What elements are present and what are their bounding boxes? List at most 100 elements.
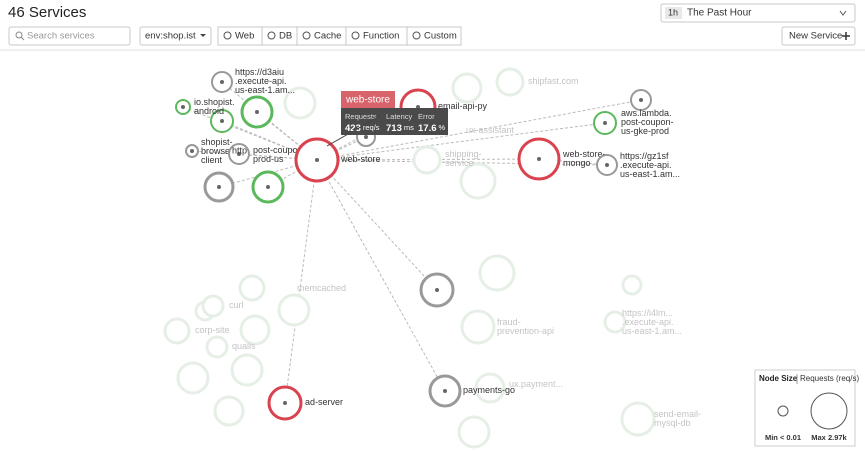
node-tag: http	[232, 145, 247, 155]
label-line: email-api-py	[438, 101, 488, 111]
node-icon	[537, 157, 541, 161]
filter-group: Web DB Cache Function Custom	[217, 26, 462, 46]
caret	[839, 10, 847, 16]
node-label: https://d3aiu .execute-api. us-east-1.am..…	[235, 67, 295, 95]
legend-metric: Requests (req/s)	[800, 374, 859, 383]
label-line: payments-go	[463, 385, 515, 395]
filter-icon	[302, 31, 311, 40]
label-line: mongo	[563, 158, 591, 168]
faded-node	[230, 353, 264, 387]
faded-node-label: fraud-prevention-api	[497, 317, 554, 336]
search-icon	[20, 36, 25, 41]
label-line: mysql-db	[654, 418, 691, 428]
faded-node	[603, 310, 627, 334]
time-picker[interactable]	[660, 3, 856, 23]
node-label: post-coupon-prod-us	[253, 145, 306, 164]
node-label: shopist-browser-client	[201, 137, 236, 165]
metric-unit: %	[439, 123, 446, 132]
faded-node	[239, 314, 271, 346]
faded-node-label: shipping-service	[445, 149, 482, 168]
label-line: web-store-	[562, 149, 606, 159]
label-line: shipfast.com	[528, 76, 579, 86]
filter-icon	[267, 31, 276, 40]
label-line: io.shopist.	[194, 97, 235, 107]
label-line: aws.lambda.	[621, 108, 672, 118]
faded-node	[620, 401, 656, 437]
metric-name: Error	[418, 112, 435, 121]
label-line: memcached	[297, 283, 346, 293]
edge	[316, 122, 606, 161]
faded-node-label: ux-assistant	[466, 125, 515, 135]
filter-label: Cache	[314, 31, 341, 42]
label-line: post-coupon-	[621, 117, 674, 127]
label-line: https://i4lm...	[622, 308, 673, 318]
new-service-label: New Service	[789, 31, 842, 42]
label-line: client	[201, 155, 223, 165]
legend-min-circle	[777, 405, 789, 417]
faded-node	[201, 294, 225, 318]
faded-node	[621, 274, 643, 296]
metric-value: 713 ms	[386, 123, 414, 134]
label-line: post-coupon-	[253, 145, 306, 155]
metric-number: 423	[345, 123, 361, 134]
label-line: https://d3aiu	[235, 67, 284, 77]
edge	[182, 106, 318, 161]
node-icon	[364, 135, 368, 139]
new-service-button[interactable]	[781, 26, 856, 46]
label-line: ux.payment...	[509, 379, 563, 389]
label-line: us-gke-prod	[621, 126, 669, 136]
filter-button[interactable]	[406, 26, 462, 46]
node-icon	[315, 158, 319, 162]
node-icon	[266, 185, 270, 189]
time-range: The Past Hour	[687, 8, 752, 19]
node-icon	[190, 149, 194, 153]
faded-node	[163, 317, 191, 345]
search-box[interactable]	[8, 26, 131, 46]
faded-node	[277, 293, 311, 327]
tooltip: web-store Requests 423 req/s Latency 713 ms Er…	[326, 91, 448, 147]
node-icon	[237, 152, 241, 156]
legend-title: Node Size	[759, 374, 798, 383]
label-line: ux-assistant	[466, 125, 515, 135]
node-icon	[283, 401, 287, 405]
node-icon	[220, 80, 224, 84]
metric-name: Latency	[386, 112, 413, 121]
node-icon	[220, 119, 224, 123]
node-label: email-api-py	[438, 101, 488, 111]
label-line: prod-us	[253, 154, 284, 164]
faded-node-label: send-email-mysql-db	[654, 409, 701, 428]
tooltip-pointer	[326, 115, 381, 147]
faded-node-label: quails	[232, 341, 256, 351]
node-icon	[639, 98, 643, 102]
time-badge: 1h	[668, 7, 678, 17]
node-icon	[217, 185, 221, 189]
filter-label: DB	[279, 31, 292, 42]
label-line: us-east-1.am...	[235, 85, 295, 95]
label-line: shipping-	[445, 149, 482, 159]
filter-icon	[351, 31, 360, 40]
node-label: payments-go	[463, 385, 515, 395]
tooltip-body	[341, 108, 448, 135]
node-icon	[435, 288, 439, 292]
metric-value: 423 req/s	[345, 123, 380, 134]
label-line: curl	[229, 300, 244, 310]
faded-node	[412, 145, 442, 175]
node-icon	[181, 105, 185, 109]
background-nodes: shipfast.com ux-assistant shipping-service…	[163, 67, 701, 449]
nodes: https://d3aiu .execute-api. us-east-1.am..…	[175, 67, 680, 421]
node-label: web-store	[340, 154, 381, 164]
filter-label: Custom	[424, 31, 457, 42]
metric-unit: req/s	[363, 123, 380, 132]
node-label: https://gz1sf .execute-api. us-east-1.am..…	[620, 151, 680, 179]
label-line: fraud-	[497, 317, 521, 327]
caret	[200, 34, 206, 37]
node-icon	[605, 163, 609, 167]
edge	[316, 159, 446, 392]
label-line: us-east-1.am...	[622, 326, 682, 336]
metric-unit: ms	[404, 123, 414, 132]
faded-node	[474, 372, 506, 404]
env-select[interactable]	[139, 26, 212, 46]
node-label: aws.lambda. post-coupon-us-gke-prod	[621, 108, 674, 136]
label-line: browser-	[201, 146, 236, 156]
legend-min: Min < 0.01	[765, 433, 801, 442]
